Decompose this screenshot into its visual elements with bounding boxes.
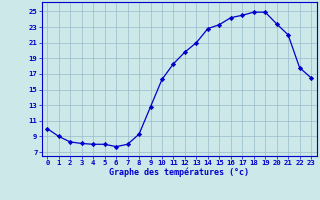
X-axis label: Graphe des températures (°c): Graphe des températures (°c): [109, 168, 249, 177]
